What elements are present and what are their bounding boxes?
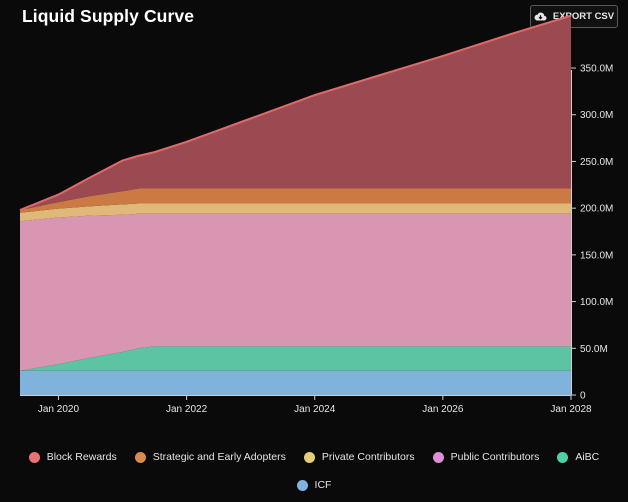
export-csv-label: EXPORT CSV — [552, 11, 615, 22]
legend-row: ICF — [0, 474, 628, 496]
legend-label: Public Contributors — [450, 451, 540, 463]
legend-row: Block Rewards Strategic and Early Adopter… — [0, 446, 628, 468]
legend-swatch — [28, 451, 40, 463]
x-tick-label: Jan 2022 — [166, 404, 208, 415]
legend-label: Strategic and Early Adopters — [152, 451, 286, 463]
y-tick-label: 200.0M — [580, 204, 613, 215]
legend-swatch — [432, 451, 444, 463]
legend-label: ICF — [314, 479, 332, 491]
y-tick-label: 0 — [580, 391, 586, 402]
export-csv-button[interactable]: EXPORT CSV — [530, 5, 618, 28]
legend-label: Private Contributors — [321, 451, 415, 463]
y-tick-label: 150.0M — [580, 250, 613, 261]
page-title: Liquid Supply Curve — [22, 6, 195, 26]
area-private-contributors — [20, 203, 571, 222]
y-tick-label: 50.0M — [580, 344, 608, 355]
area-block-rewards — [20, 15, 571, 211]
legend-item-strategic-and-early-adopters[interactable]: Strategic and Early Adopters — [134, 451, 286, 463]
legend-item-private-contributors[interactable]: Private Contributors — [303, 451, 415, 463]
y-tick-label: 350.0M — [580, 64, 613, 75]
x-tick-label: Jan 2020 — [38, 404, 80, 415]
legend-item-icf[interactable]: ICF — [296, 479, 332, 491]
cloud-download-icon — [534, 12, 547, 21]
legend-swatch — [557, 451, 569, 463]
legend-label: Block Rewards — [46, 451, 117, 463]
legend-item-block-rewards[interactable]: Block Rewards — [28, 451, 117, 463]
legend-swatch — [134, 451, 146, 463]
x-tick-label: Jan 2024 — [294, 404, 336, 415]
y-tick-label: 250.0M — [580, 157, 613, 168]
chart-legend: Block Rewards Strategic and Early Adopter… — [0, 446, 628, 502]
x-tick-label: Jan 2026 — [422, 404, 464, 415]
area-aibc — [20, 346, 571, 371]
y-tick-label: 300.0M — [580, 110, 613, 121]
legend-swatch — [296, 479, 308, 491]
legend-item-public-contributors[interactable]: Public Contributors — [432, 451, 540, 463]
x-tick-label: Jan 2028 — [550, 404, 592, 415]
area-strategic-and-early-adopters — [20, 188, 571, 213]
area-public-contributors — [20, 213, 571, 371]
area-icf — [20, 370, 571, 395]
legend-swatch — [303, 451, 315, 463]
legend-item-aibc[interactable]: AiBC — [557, 451, 599, 463]
y-tick-label: 100.0M — [580, 297, 613, 308]
legend-label: AiBC — [575, 451, 600, 463]
line-block-rewards-edge — [19, 14, 572, 211]
